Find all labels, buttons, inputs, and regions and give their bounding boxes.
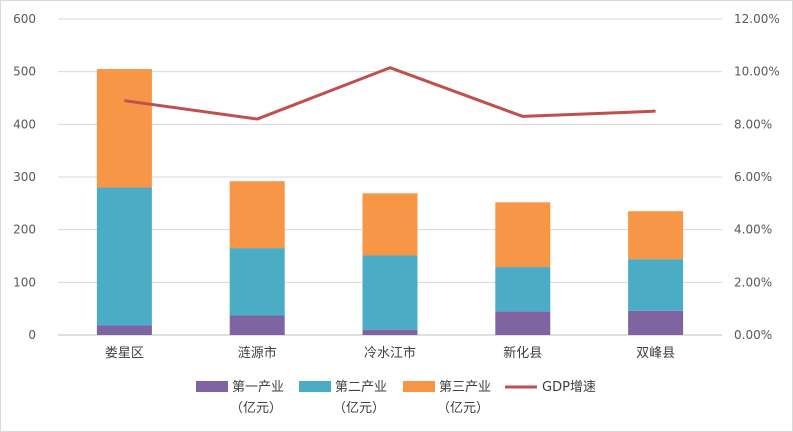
- legend-label-unit: （亿元）: [333, 401, 385, 416]
- bar-segment: [495, 202, 551, 268]
- category-label: 新化县: [503, 345, 542, 361]
- category-labels: 娄星区 涟源市 冷水江市 新化县 双峰县: [105, 345, 675, 361]
- legend-swatch: [299, 381, 331, 392]
- legend-swatch: [196, 381, 228, 392]
- bar-segment: [96, 187, 152, 326]
- left-tick-label: 200: [13, 223, 36, 237]
- left-tick-label: 500: [13, 65, 36, 79]
- legend-label: 第三产业: [439, 380, 491, 395]
- category-label: 冷水江市: [364, 345, 416, 361]
- legend-label: 第二产业: [335, 380, 387, 395]
- left-tick-label: 100: [13, 275, 36, 289]
- bar-segment: [229, 248, 285, 316]
- category-label: 娄星区: [105, 346, 144, 361]
- right-axis-ticks: 0.00% 2.00% 4.00% 6.00% 8.00% 10.00% 12.00%: [734, 12, 780, 342]
- right-tick-label: 8.00%: [734, 117, 772, 131]
- bar-segment: [628, 211, 684, 260]
- bar-segment: [628, 259, 684, 311]
- right-tick-label: 2.00%: [734, 275, 772, 289]
- gdp-line: [124, 66, 656, 121]
- bar-segment: [362, 255, 418, 330]
- legend-label: GDP增速: [542, 380, 596, 395]
- right-tick-label: 10.00%: [734, 65, 780, 79]
- legend-label: 第一产业: [232, 380, 284, 395]
- bar-segment: [96, 325, 152, 335]
- legend-label-unit: （亿元）: [437, 401, 489, 416]
- left-tick-label: 300: [13, 170, 36, 184]
- bar-segment: [229, 315, 285, 335]
- legend-label-unit: （亿元）: [230, 401, 282, 416]
- bar-segment: [495, 311, 551, 335]
- bar-segment: [96, 69, 152, 188]
- bar-segment: [495, 267, 551, 312]
- right-tick-label: 0.00%: [734, 328, 772, 342]
- category-label: 双峰县: [636, 346, 675, 361]
- category-label: 涟源市: [238, 345, 277, 361]
- left-tick-label: 400: [13, 117, 36, 131]
- bar-segment: [628, 310, 684, 335]
- right-tick-label: 4.00%: [734, 223, 772, 237]
- grid-lines: [58, 18, 722, 336]
- left-axis-ticks: 0 100 200 300 400 500 600: [13, 12, 36, 342]
- legend-swatch: [403, 381, 435, 392]
- left-tick-label: 600: [13, 12, 36, 26]
- bar-segment: [362, 193, 418, 256]
- right-tick-label: 6.00%: [734, 170, 772, 184]
- bar-segment: [362, 329, 418, 335]
- bars: [96, 69, 684, 335]
- gdp-line-path: [124, 66, 656, 121]
- legend: 第一产业 （亿元） 第二产业 （亿元） 第三产业 （亿元） GDP增速: [196, 380, 596, 416]
- left-tick-label: 0: [28, 328, 36, 342]
- right-tick-label: 12.00%: [734, 12, 780, 26]
- bar-segment: [229, 181, 285, 249]
